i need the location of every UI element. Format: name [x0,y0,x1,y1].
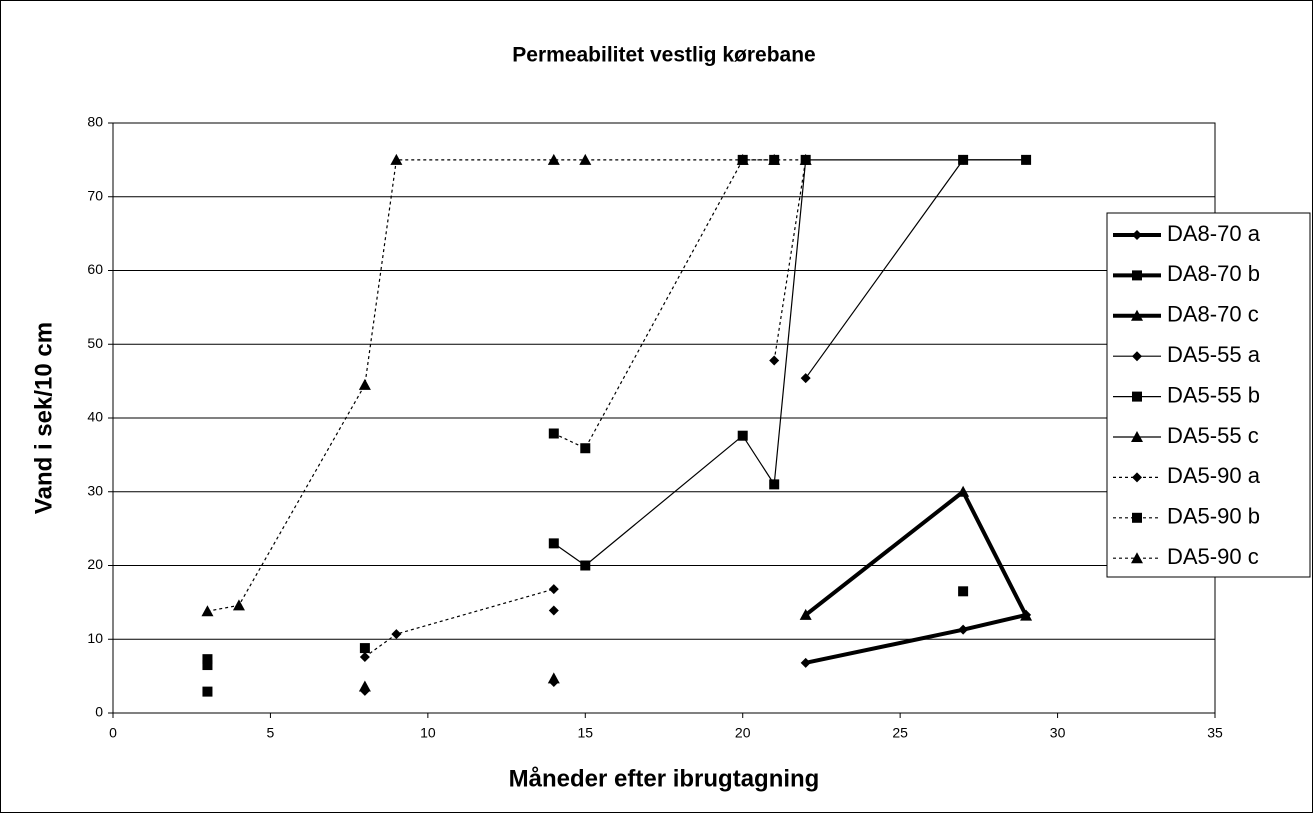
legend-marker [1132,351,1142,362]
legend-label: DA5-55 a [1167,342,1261,367]
y-tick-label: 80 [87,114,103,130]
marker [548,538,559,549]
marker [800,657,811,668]
legend-marker [1132,472,1142,483]
marker [390,153,403,165]
legend-label: DA5-90 b [1167,504,1260,529]
x-tick-label: 10 [420,725,436,741]
marker [958,624,969,635]
marker [359,643,370,654]
legend-label: DA5-55 b [1167,382,1260,407]
legend-label: DA5-55 c [1167,423,1259,448]
marker [580,560,591,571]
legend-marker [1132,230,1142,240]
y-axis-label: Vand i sek/10 cm [30,322,57,514]
x-tick-label: 5 [267,725,275,741]
marker [391,629,402,640]
marker [358,680,371,692]
x-tick-label: 15 [577,725,593,741]
y-tick-label: 50 [87,335,103,351]
marker [579,153,592,165]
marker [548,605,559,616]
marker [769,355,780,366]
series-line [553,159,775,449]
marker [958,154,969,165]
marker [202,686,213,697]
marker [202,654,213,665]
x-tick-label: 30 [1050,725,1066,741]
legend-label: DA8-70 a [1167,221,1261,246]
marker [800,373,811,384]
x-tick-label: 20 [735,725,751,741]
marker [232,599,245,611]
legend-label: DA8-70 c [1167,302,1259,327]
marker [548,584,559,595]
y-tick-label: 10 [87,630,103,646]
marker [580,443,591,454]
y-tick-label: 30 [87,482,103,498]
x-tick-label: 0 [109,725,117,741]
x-tick-label: 25 [892,725,908,741]
y-tick-label: 40 [87,409,103,425]
series-line [207,159,806,612]
y-tick-label: 70 [87,187,103,203]
legend-label: DA8-70 b [1167,261,1260,286]
marker [736,153,749,165]
marker [547,153,560,165]
marker [768,153,781,165]
marker [547,672,560,684]
marker [958,586,969,597]
legend-marker [1131,309,1143,321]
x-axis-label: Måneder efter ibrugtagning [509,765,820,792]
x-tick-label: 35 [1207,725,1223,741]
marker [548,428,559,439]
y-tick-label: 60 [87,261,103,277]
legend-label: DA5-90 c [1167,544,1259,569]
marker [201,605,214,617]
legend-label: DA5-90 a [1167,463,1261,488]
marker [769,479,780,490]
y-tick-label: 20 [87,556,103,572]
marker [737,430,748,441]
legend-marker [1132,512,1142,523]
marker [799,153,812,165]
chart-title: Permeabilitet vestlig kørebane [512,44,815,67]
marker [1020,609,1033,621]
legend-marker [1132,391,1142,402]
legend-marker [1132,270,1142,281]
marker [1021,154,1032,165]
y-tick-label: 0 [95,704,103,720]
marker [359,651,370,662]
marker [957,485,970,497]
marker [358,378,371,390]
legend-marker [1131,552,1143,564]
marker [799,608,812,620]
legend-marker [1131,431,1143,442]
